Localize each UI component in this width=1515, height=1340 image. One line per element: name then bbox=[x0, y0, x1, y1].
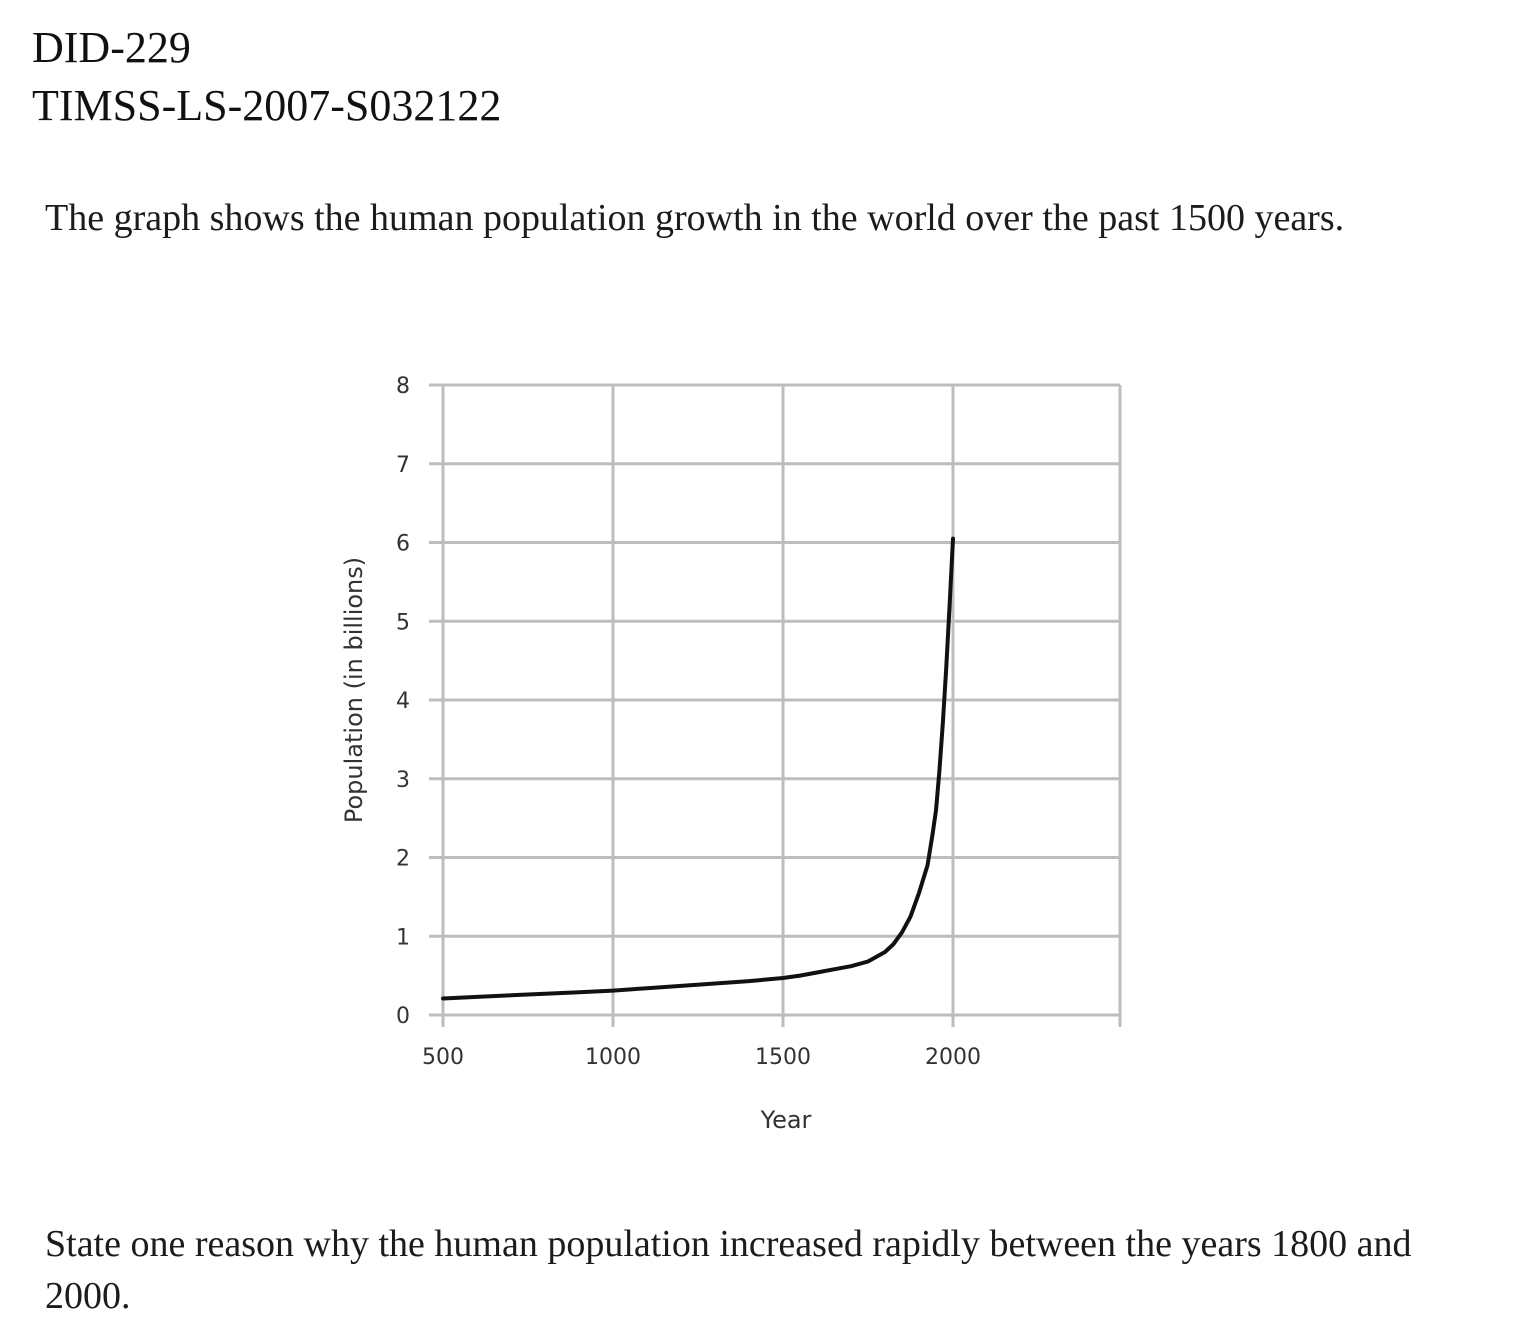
y-tick-label-8: 8 bbox=[396, 374, 410, 399]
item-id-line-2: TIMSS-LS-2007-S032122 bbox=[32, 81, 502, 130]
y-tick-label-7: 7 bbox=[396, 453, 410, 478]
y-tick-label-6: 6 bbox=[396, 532, 410, 557]
y-tick-label-3: 3 bbox=[396, 768, 410, 793]
x-tick-label-2000: 2000 bbox=[925, 1045, 981, 1070]
chart-tick-labels: 0 1 2 3 4 5 6 7 8 500 1000 1500 2000 bbox=[396, 374, 981, 1070]
x-axis-label: Year bbox=[760, 1106, 812, 1134]
y-tick-label-4: 4 bbox=[396, 689, 410, 714]
x-tick-label-1000: 1000 bbox=[585, 1045, 641, 1070]
chart-grid bbox=[429, 383, 1122, 1027]
population-series-line bbox=[441, 536, 955, 1001]
y-tick-label-0: 0 bbox=[396, 1004, 410, 1029]
y-axis-label: Population (in billions) bbox=[340, 557, 368, 823]
y-tick-label-1: 1 bbox=[396, 925, 410, 950]
question-intro: The graph shows the human population gro… bbox=[45, 197, 1345, 239]
x-tick-label-500: 500 bbox=[422, 1045, 464, 1070]
y-tick-label-2: 2 bbox=[396, 847, 410, 872]
y-tick-label-5: 5 bbox=[396, 610, 410, 635]
question-prompt: State one reason why the human populatio… bbox=[45, 1223, 1412, 1317]
x-tick-label-1500: 1500 bbox=[755, 1045, 811, 1070]
item-id-line-1: DID-229 bbox=[32, 23, 191, 72]
